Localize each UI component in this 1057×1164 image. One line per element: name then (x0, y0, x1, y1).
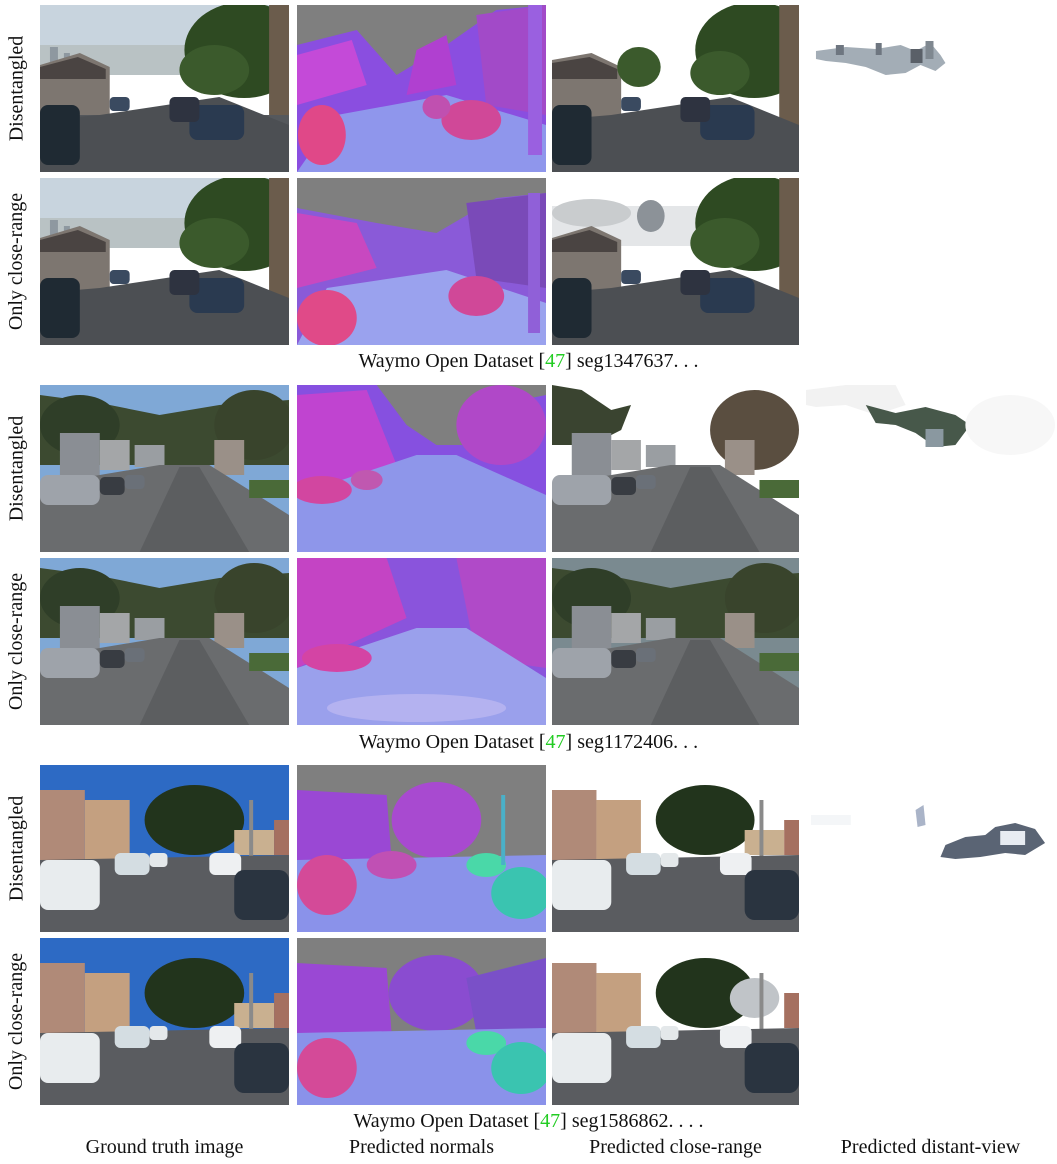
row-label-g3-close-range: Only close-range (5, 952, 28, 1091)
normals-g2-close-range (297, 558, 546, 725)
caption-group-2: Waymo Open Dataset [47] seg1172406. . . (358, 731, 699, 753)
normals-g1-close-range (297, 178, 546, 345)
close-range-g3-disentangled (552, 765, 799, 932)
gt-image-g1-close-range (40, 178, 289, 345)
column-label-close-range: Predicted close-range (589, 1136, 762, 1158)
citation-link[interactable]: 47 (545, 350, 566, 372)
caption-group-1: Waymo Open Dataset [47] seg1347637. . . (358, 350, 699, 372)
normals-g3-disentangled (297, 765, 546, 932)
row-label-g1-disentangled: Disentangled (5, 35, 28, 142)
gt-image-g3-close-range (40, 938, 289, 1105)
column-label-normals: Predicted normals (349, 1136, 494, 1158)
gt-image-g3-disentangled (40, 765, 289, 932)
normals-g3-close-range (297, 938, 546, 1105)
gt-image-g2-disentangled (40, 385, 289, 552)
row-label-g2-disentangled: Disentangled (5, 415, 28, 522)
row-label-g3-disentangled: Disentangled (5, 795, 28, 902)
citation-link[interactable]: 47 (545, 731, 566, 753)
caption-group-3: Waymo Open Dataset [47] seg1586862. . . … (353, 1110, 704, 1132)
close-range-g1-close-range (552, 178, 799, 345)
distant-view-g3-disentangled (806, 765, 1055, 932)
normals-g1-disentangled (297, 5, 546, 172)
column-label-ground-truth: Ground truth image (85, 1136, 244, 1158)
citation-link[interactable]: 47 (540, 1110, 561, 1132)
close-range-g3-close-range (552, 938, 799, 1105)
distant-view-g2-disentangled (806, 385, 1055, 552)
distant-view-g1-disentangled (806, 5, 1055, 172)
row-label-g2-close-range: Only close-range (5, 572, 28, 711)
column-label-distant-view: Predicted distant-view (840, 1136, 1021, 1158)
gt-image-g2-close-range (40, 558, 289, 725)
close-range-g2-close-range (552, 558, 799, 725)
row-label-g1-close-range: Only close-range (5, 192, 28, 331)
normals-g2-disentangled (297, 385, 546, 552)
gt-image-g1-disentangled (40, 5, 289, 172)
close-range-g2-disentangled (552, 385, 799, 552)
close-range-g1-disentangled (552, 5, 799, 172)
